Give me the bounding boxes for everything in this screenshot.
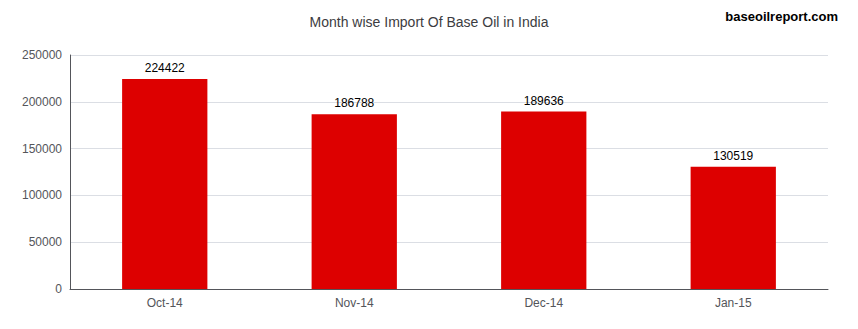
svg-text:Jan-15: Jan-15 <box>715 296 752 310</box>
svg-text:200000: 200000 <box>22 95 62 109</box>
svg-text:130519: 130519 <box>713 149 753 163</box>
svg-text:baseoilreport.com: baseoilreport.com <box>725 9 838 24</box>
svg-text:Dec-14: Dec-14 <box>524 296 563 310</box>
svg-text:224422: 224422 <box>145 61 185 75</box>
svg-text:Nov-14: Nov-14 <box>335 296 374 310</box>
svg-text:Oct-14: Oct-14 <box>147 296 183 310</box>
svg-text:100000: 100000 <box>22 188 62 202</box>
svg-text:0: 0 <box>55 282 62 296</box>
svg-text:50000: 50000 <box>29 235 63 249</box>
svg-text:Month wise Import Of Base Oil: Month wise Import Of Base Oil in India <box>310 14 549 30</box>
svg-text:150000: 150000 <box>22 142 62 156</box>
svg-text:189636: 189636 <box>524 94 564 108</box>
svg-text:250000: 250000 <box>22 48 62 62</box>
svg-text:186788: 186788 <box>334 96 374 110</box>
